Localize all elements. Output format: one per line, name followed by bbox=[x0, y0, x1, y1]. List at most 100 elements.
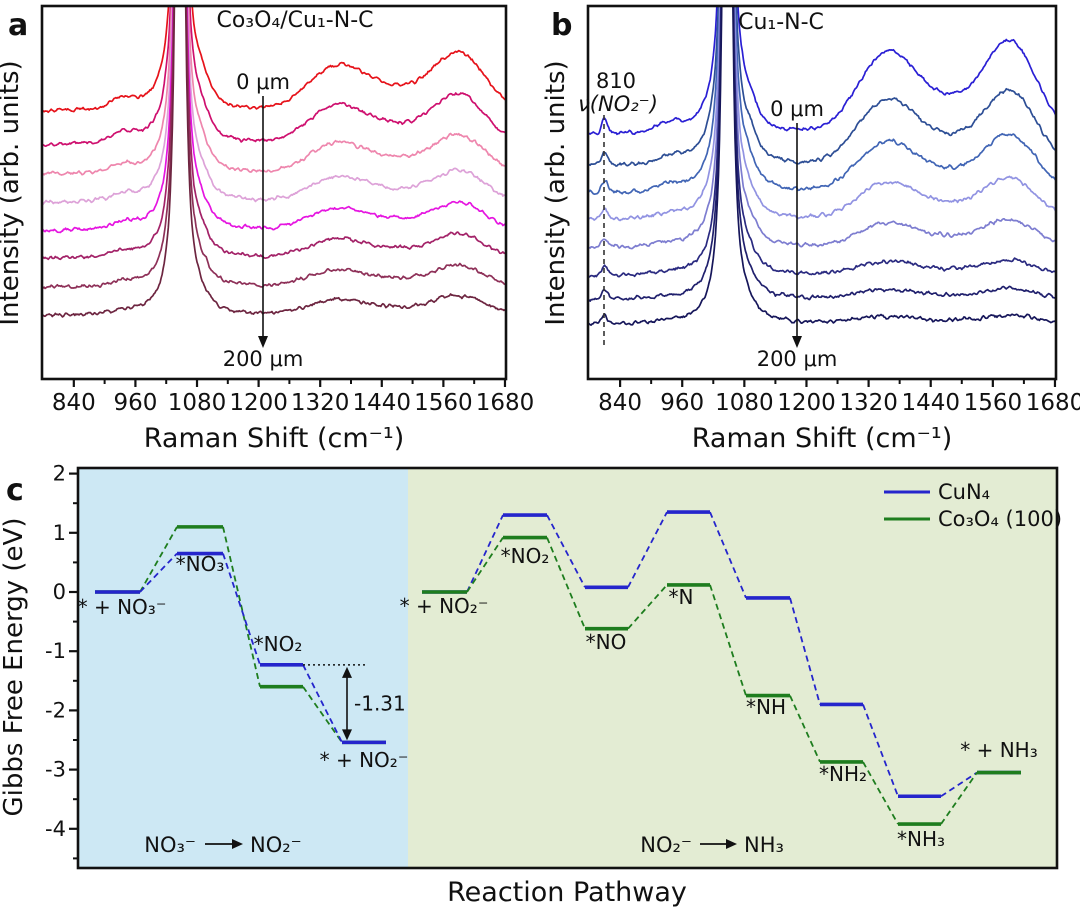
spectra-curves bbox=[589, 7, 1055, 326]
connector-dashed bbox=[862, 761, 899, 825]
region-product-label: NO₂⁻ bbox=[250, 833, 302, 857]
spectrum-curve bbox=[589, 7, 1055, 326]
spectrum-curve bbox=[589, 7, 1055, 302]
pathway-1-series-co3o4 bbox=[422, 535, 1021, 826]
spectrum-curve bbox=[589, 7, 1055, 195]
x-tick-label: 1080 bbox=[715, 390, 774, 416]
state-label: *NO bbox=[586, 630, 627, 654]
nitrite-810-label: 810 bbox=[596, 69, 636, 93]
spectrum-curve bbox=[589, 7, 1055, 136]
spectra-curves bbox=[43, 7, 505, 318]
connector-dashed bbox=[789, 597, 821, 705]
y-axis-title: Intensity (arb. units) bbox=[541, 60, 571, 325]
connector-dashed bbox=[940, 772, 978, 825]
panel-letter: a bbox=[8, 8, 28, 43]
connector-dashed bbox=[139, 552, 178, 593]
x-tick-label: 960 bbox=[113, 390, 157, 416]
y-tick-label: -2 bbox=[45, 698, 66, 722]
connector-dashed bbox=[709, 511, 747, 599]
gap-arrowhead-up-icon bbox=[342, 666, 352, 678]
state-label: *NH₃ bbox=[897, 827, 945, 851]
x-tick-label: 840 bbox=[52, 390, 96, 416]
x-tick-label: 1440 bbox=[353, 390, 412, 416]
connector-dashed bbox=[302, 664, 343, 743]
depth-start-label: 0 μm bbox=[236, 70, 290, 94]
y-tick-label: -3 bbox=[45, 758, 66, 782]
x-tick-label: 1200 bbox=[777, 390, 836, 416]
region-reactant-label: NO₃⁻ bbox=[144, 833, 196, 857]
state-label: * + NH₃ bbox=[960, 738, 1038, 762]
pathway-0-series-cun4 bbox=[95, 551, 386, 745]
state-label: *NO₃ bbox=[176, 552, 225, 576]
spectrum-curve bbox=[589, 7, 1055, 167]
gap-arrowhead-down-icon bbox=[342, 729, 352, 741]
x-tick-label: 1560 bbox=[964, 390, 1023, 416]
region-reactant-label: NO₂⁻ bbox=[640, 833, 692, 857]
connector-dashed bbox=[627, 511, 668, 588]
depth-arrowhead-icon bbox=[258, 336, 268, 348]
x-tick-label: 1200 bbox=[229, 390, 288, 416]
connector-dashed bbox=[302, 686, 343, 743]
spectrum-curve bbox=[43, 7, 505, 318]
connector-dashed bbox=[222, 526, 261, 687]
x-tick-label: 1320 bbox=[291, 390, 350, 416]
y-tick-label: -1 bbox=[45, 639, 66, 663]
connector-dashed bbox=[466, 537, 504, 593]
x-axis: 840 960 1080 1200 1320 1440 1560 1680 bbox=[52, 379, 534, 416]
y-axis: 2 1 0 -1 -2 -3 -4 bbox=[45, 462, 78, 860]
panel-letter: c bbox=[6, 473, 24, 508]
y-tick-label: 0 bbox=[53, 580, 66, 604]
x-tick-label: 1680 bbox=[1026, 390, 1080, 416]
spectrum-curve bbox=[43, 7, 505, 234]
state-label: * + NO₃⁻ bbox=[78, 595, 167, 619]
region-arrowhead-icon bbox=[726, 839, 737, 849]
x-axis-title: Raman Shift (cm⁻¹) bbox=[692, 423, 953, 454]
x-tick-label: 960 bbox=[660, 390, 704, 416]
region-product-label: NH₃ bbox=[744, 833, 784, 857]
spectrum-curve bbox=[43, 7, 505, 206]
spectrum-curve bbox=[589, 7, 1055, 250]
y-tick-label: -4 bbox=[45, 817, 66, 841]
y-tick-label: 1 bbox=[53, 521, 66, 545]
state-label: * + NO₂⁻ bbox=[320, 748, 409, 772]
connector-dashed bbox=[466, 514, 504, 593]
y-axis-title: Gibbs Free Energy (eV) bbox=[0, 518, 29, 817]
spectrum-curve bbox=[589, 7, 1055, 222]
depth-end-label: 200 μm bbox=[223, 347, 304, 371]
x-tick-label: 1440 bbox=[901, 390, 960, 416]
depth-start-label: 0 μm bbox=[770, 97, 824, 121]
region-nitrate-to-nitrite-bg bbox=[78, 468, 408, 868]
y-tick-label: 2 bbox=[53, 462, 66, 486]
legend-label: Co₃O₄ (100) bbox=[938, 507, 1062, 531]
state-label: *NO₂ bbox=[254, 632, 303, 656]
connector-dashed bbox=[546, 514, 586, 588]
connector-dashed bbox=[862, 704, 899, 797]
plot-frame bbox=[40, 4, 508, 381]
x-axis-title: Reaction Pathway bbox=[447, 877, 687, 908]
region-nitrite-to-ammonia-bg bbox=[408, 468, 1057, 868]
plot-frame bbox=[76, 466, 1059, 870]
nitrite-mode-label: ν(NO₂⁻) bbox=[578, 92, 658, 116]
x-tick-label: 1560 bbox=[414, 390, 473, 416]
connector-dashed bbox=[546, 537, 586, 630]
y-axis-title: Intensity (arb. units) bbox=[0, 60, 25, 325]
plot-frame bbox=[586, 4, 1058, 381]
x-tick-label: 840 bbox=[598, 390, 642, 416]
panel-c: 2 1 0 -1 -2 -3 -4 -1.31 * + NO₃⁻ *NO₃ *NO₂ * + NO₂⁻… bbox=[0, 462, 1062, 908]
spectrum-curve bbox=[43, 7, 505, 290]
region-arrowhead-icon bbox=[232, 839, 243, 849]
spectrum-curve bbox=[43, 7, 505, 261]
legend-label: CuN₄ bbox=[938, 480, 990, 504]
gap-value-label: -1.31 bbox=[354, 692, 406, 716]
spectrum-curve bbox=[589, 7, 1055, 278]
x-tick-label: 1320 bbox=[839, 390, 898, 416]
state-label: *N bbox=[669, 585, 694, 609]
x-axis: 840 960 1080 1200 1320 1440 1560 1680 bbox=[598, 379, 1080, 416]
spectrum-curve bbox=[43, 7, 505, 176]
panel-title: Cu₁-N-C bbox=[738, 10, 824, 35]
connector-dashed bbox=[940, 771, 978, 797]
depth-end-label: 200 μm bbox=[757, 347, 838, 371]
x-tick-label: 1680 bbox=[476, 390, 535, 416]
